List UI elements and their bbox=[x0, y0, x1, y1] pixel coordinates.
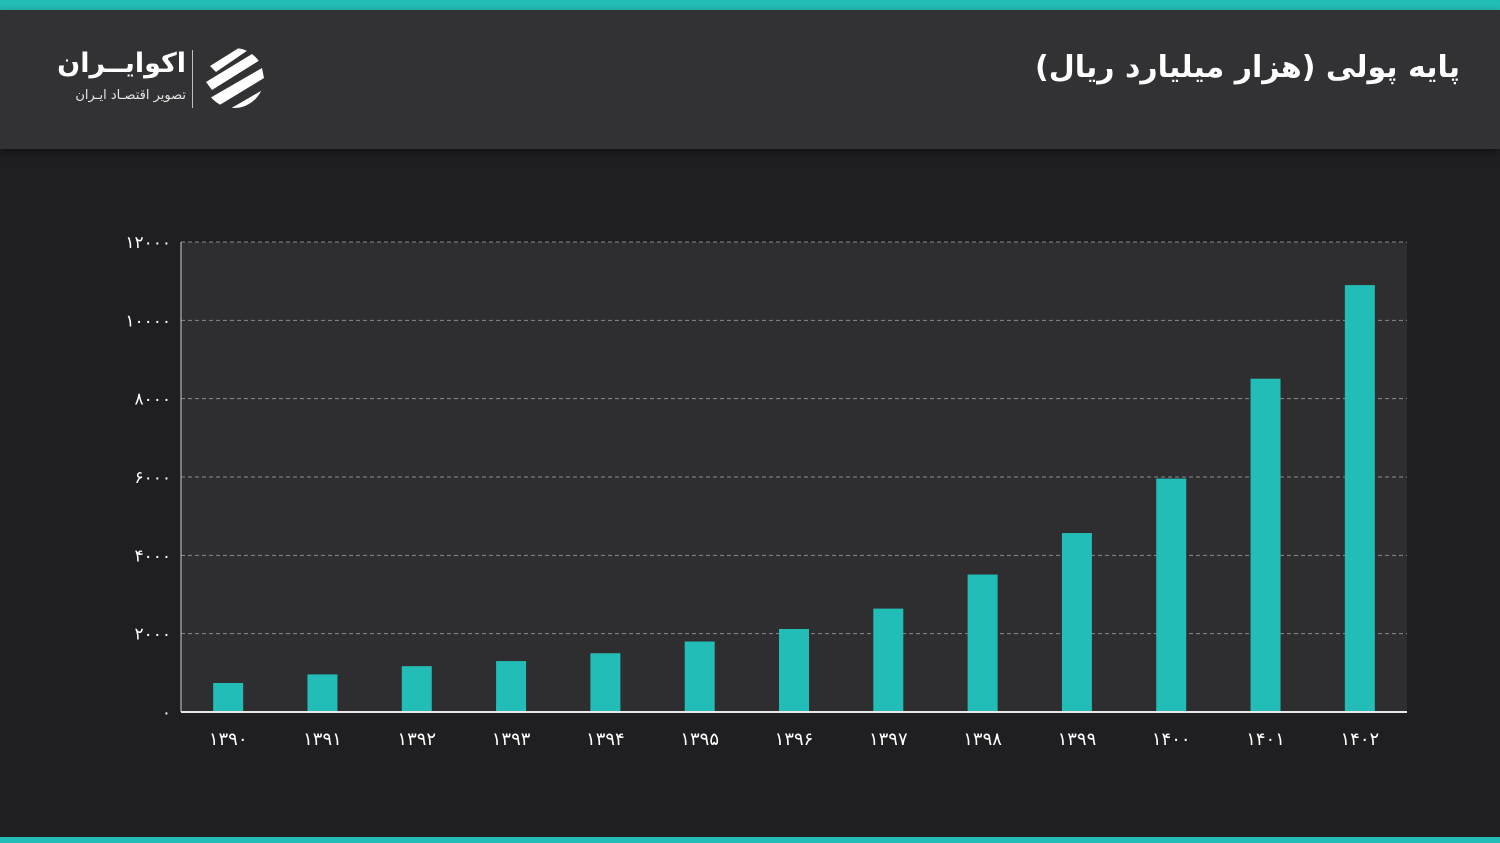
bar bbox=[590, 653, 621, 712]
bar bbox=[1344, 285, 1375, 712]
bar bbox=[1061, 533, 1092, 712]
x-tick-label: ۱۳۹۹ bbox=[1058, 729, 1097, 750]
x-tick-label: ۱۳۹۴ bbox=[586, 729, 625, 750]
x-tick-label: ۱۳۹۲ bbox=[397, 729, 436, 750]
bar bbox=[967, 574, 998, 712]
bar bbox=[307, 674, 338, 712]
x-tick-label: ۱۴۰۲ bbox=[1341, 729, 1380, 750]
x-tick-label: ۱۳۹۷ bbox=[869, 729, 908, 750]
y-tick-label: ۸۰۰۰ bbox=[134, 390, 171, 410]
logo-name: اکوایــران bbox=[57, 48, 186, 79]
bottom-accent-stripe bbox=[0, 837, 1500, 843]
y-tick-label: ۶۰۰۰ bbox=[134, 468, 171, 488]
bars bbox=[213, 285, 1375, 712]
brand-logo[interactable]: اکوایــران تصویر اقتصـاد ایـران bbox=[52, 46, 272, 126]
bar bbox=[873, 608, 904, 712]
x-tick-label: ۱۳۹۰ bbox=[209, 729, 248, 750]
x-tick-label: ۱۳۹۱ bbox=[303, 729, 342, 750]
x-tick-label: ۱۴۰۰ bbox=[1152, 729, 1191, 750]
x-tick-label: ۱۳۹۵ bbox=[680, 729, 719, 750]
logo-tagline: تصویر اقتصـاد ایـران bbox=[75, 88, 186, 103]
bar bbox=[684, 641, 715, 712]
logo-divider bbox=[192, 50, 193, 108]
x-tick-label: ۱۴۰۱ bbox=[1246, 729, 1285, 750]
x-tick-label: ۱۳۹۳ bbox=[492, 729, 531, 750]
y-tick-label: ۰ bbox=[162, 703, 171, 723]
header-bar: اکوایــران تصویر اقتصـاد ایـران پایه پول… bbox=[0, 10, 1500, 149]
top-accent-stripe bbox=[0, 0, 1500, 10]
x-tick-label: ۱۳۹۶ bbox=[775, 729, 814, 750]
bar bbox=[1250, 378, 1281, 712]
y-tick-label: ۲۰۰۰ bbox=[134, 625, 171, 645]
x-tick-label: ۱۳۹۸ bbox=[963, 729, 1002, 750]
y-tick-label: ۱۲۰۰۰ bbox=[125, 233, 171, 253]
bar bbox=[1156, 478, 1187, 712]
y-tick-label: ۱۰۰۰۰ bbox=[125, 311, 171, 331]
bar bbox=[213, 683, 244, 712]
y-tick-label: ۴۰۰۰ bbox=[134, 546, 171, 566]
ecoiran-stripes-logo-icon bbox=[206, 48, 264, 108]
x-axis-ticks: ۱۳۹۰ ۱۳۹۱ ۱۳۹۲ ۱۳۹۳ ۱۳۹۴ ۱۳۹۵ ۱۳۹۶ ۱۳۹۷ ۱۳۹۸ ۱۳۹۹… bbox=[209, 729, 1379, 750]
bar bbox=[496, 661, 527, 712]
bar bbox=[779, 628, 809, 712]
bar bbox=[401, 666, 432, 712]
y-axis-ticks: ۰ ۲۰۰۰ ۴۰۰۰ ۶۰۰۰ ۸۰۰۰ ۱۰۰۰۰ ۱۲۰۰۰ bbox=[125, 233, 171, 723]
chart-title: پایه پولی (هزار میلیارد ریال) bbox=[1035, 50, 1460, 85]
